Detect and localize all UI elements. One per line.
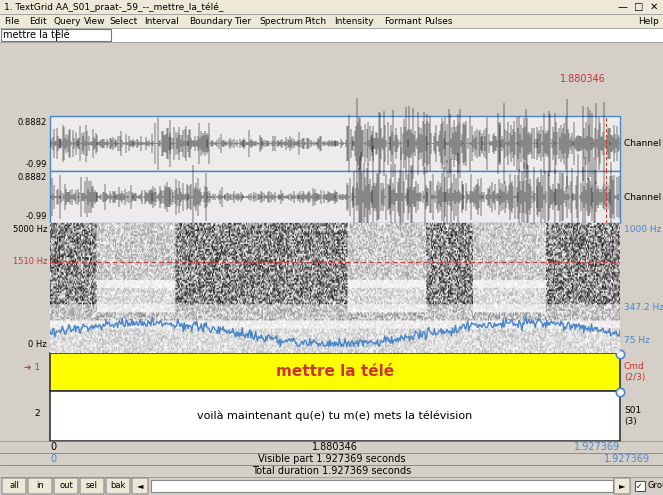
Text: Channel 2: Channel 2 xyxy=(624,193,663,201)
Text: Query: Query xyxy=(54,16,82,26)
Text: Cmd
(2/3): Cmd (2/3) xyxy=(624,362,645,382)
Text: 1510 Hz: 1510 Hz xyxy=(13,257,47,266)
Bar xyxy=(50,353,620,391)
Text: 1.927369: 1.927369 xyxy=(574,442,620,452)
FancyBboxPatch shape xyxy=(2,478,26,494)
Text: Help: Help xyxy=(638,16,659,26)
FancyBboxPatch shape xyxy=(54,478,78,494)
Text: Interval: Interval xyxy=(144,16,179,26)
Text: Group: Group xyxy=(647,482,663,491)
Bar xyxy=(151,480,613,492)
Text: 2: 2 xyxy=(34,408,40,417)
Text: 1000 Hz: 1000 Hz xyxy=(624,225,662,234)
Text: out: out xyxy=(59,482,73,491)
Bar xyxy=(50,116,620,171)
Text: ➜ 1: ➜ 1 xyxy=(24,363,40,373)
Text: File: File xyxy=(4,16,19,26)
Text: 1.880346: 1.880346 xyxy=(560,74,606,84)
Bar xyxy=(0,453,663,465)
FancyBboxPatch shape xyxy=(28,478,52,494)
Text: View: View xyxy=(84,16,105,26)
Text: Channel 1: Channel 1 xyxy=(624,139,663,148)
Text: 1.927369: 1.927369 xyxy=(604,454,650,464)
Text: mettre la télé: mettre la télé xyxy=(276,364,394,380)
Bar xyxy=(0,441,663,453)
Text: 0.8882: 0.8882 xyxy=(18,118,47,127)
Text: Visible part 1.927369 seconds: Visible part 1.927369 seconds xyxy=(258,454,405,464)
Text: -0.99: -0.99 xyxy=(26,160,47,169)
FancyBboxPatch shape xyxy=(614,478,630,494)
Text: 1.880346: 1.880346 xyxy=(312,442,358,452)
FancyBboxPatch shape xyxy=(80,478,104,494)
Text: Spectrum: Spectrum xyxy=(259,16,303,26)
Bar xyxy=(0,0,663,14)
Bar xyxy=(0,14,663,28)
FancyBboxPatch shape xyxy=(132,478,148,494)
Text: S01
(3): S01 (3) xyxy=(624,406,641,426)
Text: Formant: Formant xyxy=(384,16,422,26)
Text: ✕: ✕ xyxy=(647,2,658,12)
Bar xyxy=(0,465,663,477)
Text: 5000 Hz: 5000 Hz xyxy=(13,225,47,234)
Text: 0: 0 xyxy=(50,454,56,464)
Text: ◄: ◄ xyxy=(137,482,143,491)
Bar xyxy=(1,29,111,41)
Text: ✓: ✓ xyxy=(636,482,642,491)
Bar xyxy=(0,42,663,116)
Text: all: all xyxy=(9,482,19,491)
Text: 0.8882: 0.8882 xyxy=(18,173,47,182)
Text: 0 Hz: 0 Hz xyxy=(29,340,47,349)
Text: 1. TextGrid AA_S01_praat-_59_--_mettre_la_télé_: 1. TextGrid AA_S01_praat-_59_--_mettre_l… xyxy=(4,2,223,12)
Bar xyxy=(0,28,663,42)
Text: 0: 0 xyxy=(50,442,56,452)
Bar xyxy=(0,477,663,495)
Text: Pulses: Pulses xyxy=(424,16,453,26)
Text: 347.2 Hz: 347.2 Hz xyxy=(624,303,663,312)
Text: ►: ► xyxy=(619,482,625,491)
Bar xyxy=(635,481,645,491)
Text: Boundary: Boundary xyxy=(189,16,233,26)
Text: -0.99: -0.99 xyxy=(26,212,47,221)
Text: Edit: Edit xyxy=(29,16,46,26)
FancyBboxPatch shape xyxy=(106,478,130,494)
Text: Select: Select xyxy=(109,16,137,26)
Text: bak: bak xyxy=(110,482,126,491)
Bar xyxy=(50,171,620,223)
Bar xyxy=(50,391,620,441)
Text: 75 Hz: 75 Hz xyxy=(624,336,650,345)
Text: in: in xyxy=(36,482,44,491)
Text: sel: sel xyxy=(86,482,98,491)
Text: voilà maintenant qu(e) tu m(e) mets la télévision: voilà maintenant qu(e) tu m(e) mets la t… xyxy=(198,411,473,421)
Text: Tier: Tier xyxy=(234,16,251,26)
Text: —: — xyxy=(615,2,628,12)
Text: mettre la télé: mettre la télé xyxy=(3,30,70,40)
Text: Pitch: Pitch xyxy=(304,16,326,26)
Text: Total duration 1.927369 seconds: Total duration 1.927369 seconds xyxy=(252,466,411,476)
Text: □: □ xyxy=(631,2,643,12)
Bar xyxy=(50,223,620,353)
Text: Intensity: Intensity xyxy=(334,16,374,26)
